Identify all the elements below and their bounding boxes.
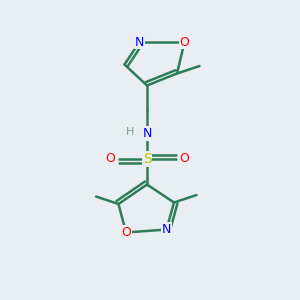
Text: O: O [180, 35, 189, 49]
Text: O: O [121, 226, 131, 239]
Text: O: O [105, 152, 115, 166]
Text: N: N [162, 223, 171, 236]
Text: N: N [142, 127, 152, 140]
Text: H: H [126, 127, 135, 137]
Text: O: O [179, 152, 189, 166]
Text: S: S [142, 152, 152, 166]
Text: N: N [135, 35, 144, 49]
